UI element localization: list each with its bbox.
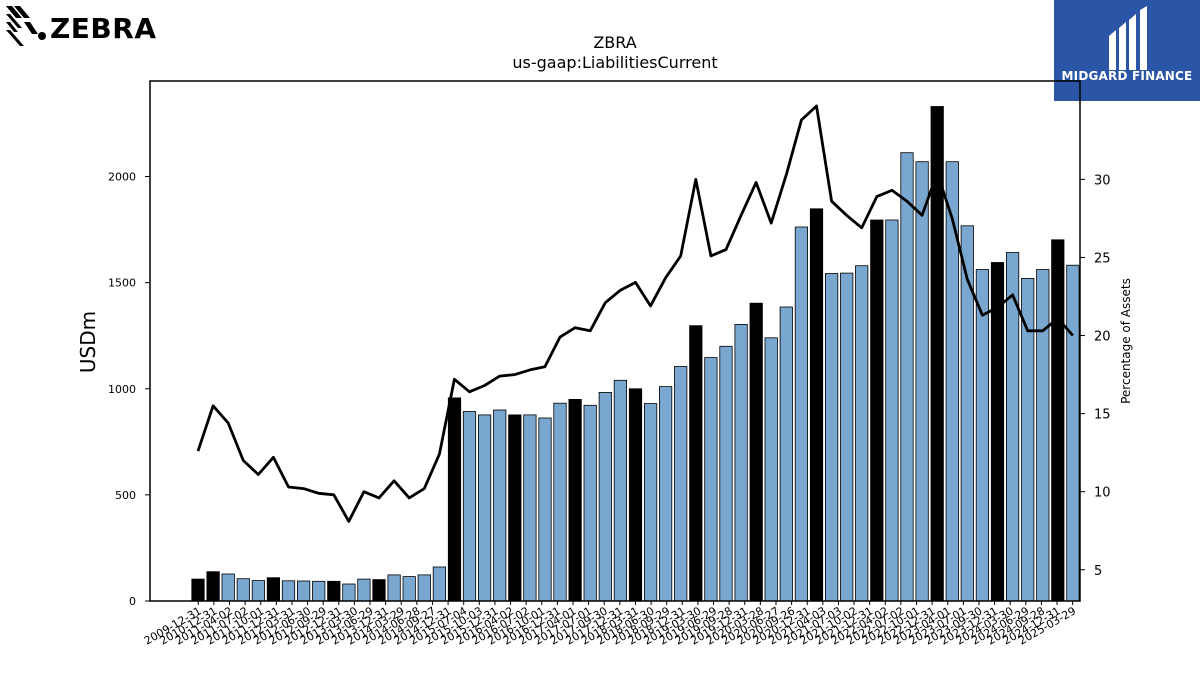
y-axis-left: 0 500 1000 1500 2000: [108, 171, 150, 608]
bar: [538, 417, 552, 602]
x-axis: 2009-12-312010-12-312011-04-022011-07-02…: [142, 601, 1078, 648]
bar: [191, 578, 205, 602]
bar: [975, 269, 990, 602]
y-tick-label: 1500: [108, 277, 136, 290]
bar: [236, 578, 250, 602]
bar: [372, 579, 386, 602]
bar: [251, 580, 265, 602]
bar: [870, 219, 884, 602]
bar: [477, 414, 492, 602]
bar: [312, 580, 326, 602]
bar: [462, 411, 477, 602]
bar: [990, 262, 1005, 602]
y-tick-label: 0: [129, 595, 136, 608]
bar: [764, 337, 778, 602]
zebra-logo: ZEBRA: [4, 4, 157, 52]
publisher-logo-text: MIDGARD FINANCE: [1061, 69, 1193, 83]
y-axis-right: 5 10 15 20 25 30: [1080, 173, 1111, 579]
y2-axis-label: Percentage of Assets: [1119, 278, 1133, 404]
bar: [825, 273, 839, 602]
bar: [523, 414, 537, 602]
bar: [447, 397, 462, 602]
bar: [1021, 277, 1035, 602]
bar: [644, 403, 658, 602]
bar: [402, 576, 416, 602]
y2-tick-label: 10: [1094, 486, 1111, 501]
bar: [417, 574, 431, 602]
company-logo-text: ZEBRA: [50, 12, 157, 45]
bar: [493, 409, 507, 602]
bar: [659, 386, 673, 602]
zebra-head-icon: [6, 6, 46, 46]
bar: [1036, 269, 1050, 602]
bar: [583, 404, 597, 602]
bar: [1051, 239, 1065, 602]
y2-tick-label: 30: [1094, 173, 1111, 188]
bar: [387, 574, 401, 602]
bar: [779, 306, 793, 602]
bar: [915, 161, 929, 602]
bar: [508, 414, 522, 602]
bar: [900, 152, 914, 602]
chart-subtitle: us-gaap:LiabilitiesCurrent: [512, 53, 717, 72]
bar: [628, 388, 643, 602]
bar: [855, 265, 869, 602]
bar: [945, 161, 959, 602]
bar: [221, 573, 235, 602]
bar: [598, 391, 612, 602]
chart-title: ZBRA: [593, 33, 636, 52]
bar: [674, 366, 688, 602]
bar: [568, 398, 582, 602]
bar-series: [191, 106, 1080, 602]
bar: [794, 226, 809, 602]
bar: [885, 219, 899, 602]
bar: [281, 580, 296, 602]
y2-tick-label: 15: [1094, 408, 1111, 423]
publisher-logo: MIDGARD FINANCE: [1054, 0, 1200, 101]
bar: [719, 345, 733, 602]
y-tick-label: 2000: [108, 171, 136, 184]
bar: [1066, 264, 1080, 602]
y2-tick-label: 5: [1094, 564, 1102, 579]
y-tick-label: 500: [115, 489, 136, 502]
bar: [342, 583, 356, 602]
publisher-mark-icon: [1109, 6, 1147, 70]
bar: [930, 106, 944, 602]
bar: [553, 402, 567, 602]
bar: [357, 578, 371, 602]
bar: [206, 571, 220, 602]
bar: [809, 208, 824, 602]
bar: [296, 580, 311, 602]
bar: [749, 302, 763, 602]
bar: [840, 272, 854, 602]
percentage-line-series: [196, 104, 1074, 523]
y2-tick-label: 25: [1094, 251, 1111, 266]
y2-tick-label: 20: [1094, 330, 1111, 345]
y-axis-label: USDm: [76, 311, 100, 373]
bar: [266, 577, 281, 602]
bar: [689, 325, 703, 602]
bar: [432, 566, 447, 602]
bar: [704, 357, 718, 602]
y-tick-label: 1000: [108, 383, 136, 396]
plot-frame: [149, 80, 1081, 602]
bar: [734, 323, 748, 602]
bar: [327, 580, 341, 602]
bar: [613, 379, 628, 602]
percentage-line: [196, 104, 1074, 523]
